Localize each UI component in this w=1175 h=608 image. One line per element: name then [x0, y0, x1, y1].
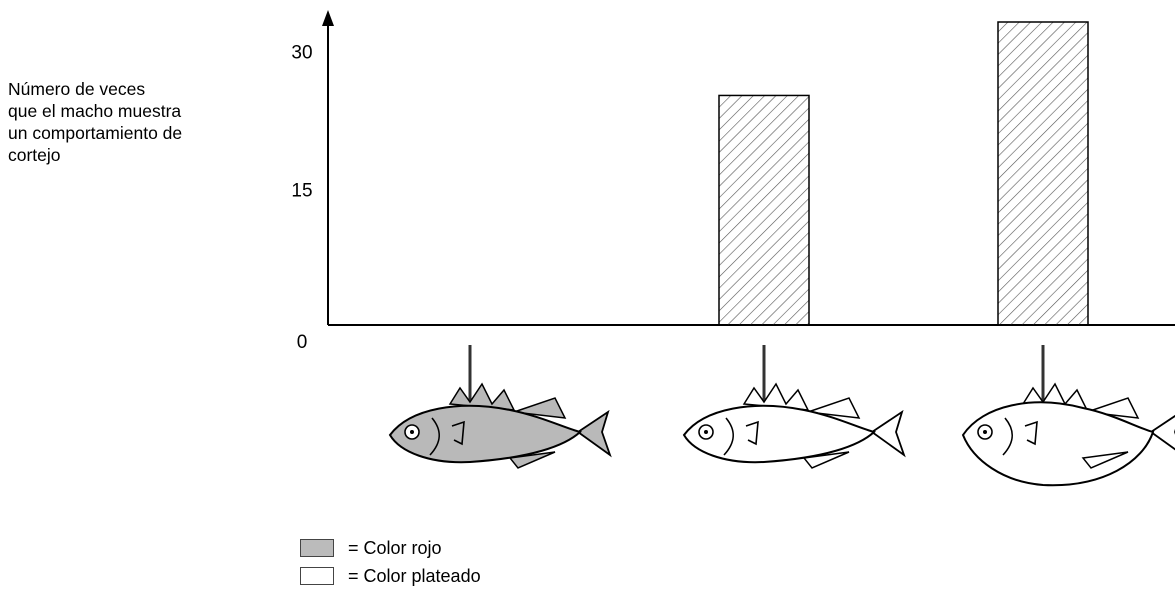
y-axis-label-line: cortejo	[8, 145, 61, 165]
y-axis-label: Número de veces que el macho muestra un …	[8, 78, 258, 166]
y-tick-label: 0	[297, 332, 308, 353]
fish-model-icon	[961, 345, 1175, 487]
legend-swatch-silver	[300, 567, 334, 585]
y-axis-label-line: un comportamiento de	[8, 123, 183, 143]
y-tick-label: 30	[291, 43, 312, 64]
fish-model-icon	[388, 345, 612, 469]
legend-entry-silver: = Color plateado	[300, 562, 481, 590]
bar	[997, 21, 1089, 326]
fish-model-icon	[682, 345, 906, 469]
bar-chart: 0 15 30	[291, 10, 1175, 487]
y-axis-label-line: que el macho muestra	[8, 101, 182, 121]
bar	[718, 94, 810, 326]
legend-label: = Color plateado	[348, 565, 481, 586]
y-tick-label: 15	[291, 180, 312, 201]
legend: = Color rojo = Color plateado	[300, 534, 481, 590]
y-axis-arrow	[322, 10, 334, 26]
y-axis-label-line: Número de veces	[8, 79, 146, 99]
legend-swatch-red	[300, 539, 334, 557]
legend-entry-red: = Color rojo	[300, 534, 481, 562]
legend-label: = Color rojo	[348, 537, 442, 558]
